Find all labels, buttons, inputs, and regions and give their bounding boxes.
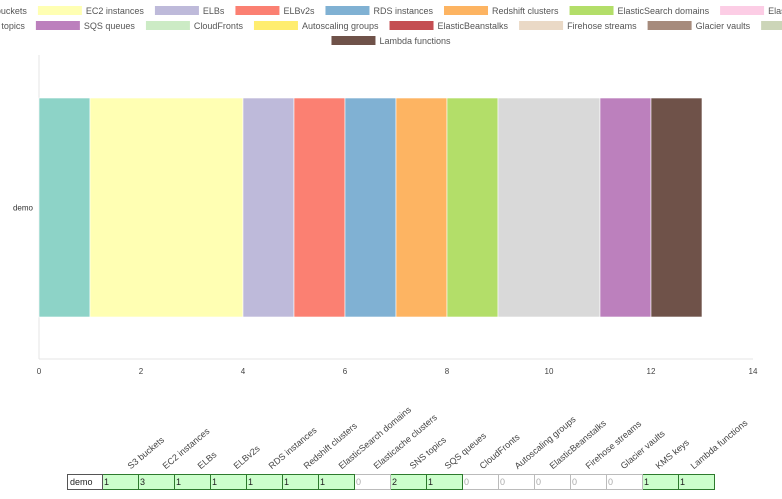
stacked-bar-chart: S3 buckets EC2 instances ELBs ELBv2s RDS ins… [0,6,782,376]
legend-label: Glacier vaults [696,21,751,31]
table-cell-kms-keys: 1 [642,474,679,490]
legend-item-cloudfronts[interactable]: CloudFronts [145,21,244,31]
legend-item-ec2-instances[interactable]: EC2 instances [37,6,145,16]
legend-swatch [154,6,199,15]
legend-item-autoscaling-groups[interactable]: Autoscaling groups [253,21,379,31]
legend-item-firehose-streams[interactable]: Firehose streams [519,21,637,31]
legend-label: Lambda functions [379,36,451,46]
legend-item-elasticsearch-domains[interactable]: ElasticSearch domains [569,6,710,16]
x-tick-label: 14 [749,367,758,376]
bar-segment-elasticsearch-domains[interactable] [446,97,499,318]
legend-swatch [145,21,190,30]
legend-item-glacier-vaults[interactable]: Glacier vaults [647,21,751,31]
legend-label: Elasticache clusters [768,6,782,16]
bar-segment-elbv2s[interactable] [293,97,346,318]
table-cell-elbs: 1 [174,474,211,490]
y-category-label: demo [13,204,34,213]
legend-item-rds-instances[interactable]: RDS instances [325,6,434,16]
table-cell-elasticsearch-domains: 1 [318,474,355,490]
table-cell-ec2-instances: 3 [138,474,175,490]
legend-item-elbs[interactable]: ELBs [154,6,225,16]
legend-item-elasticache-clusters[interactable]: Elasticache clusters [720,6,782,16]
plot-area: 0 2 4 6 8 10 12 14 demo [13,55,758,376]
table-cell-elasticbeanstalks: 0 [534,474,571,490]
legend-swatch [761,21,782,30]
legend-swatch [647,21,692,30]
table-cell-redshift-clusters: 1 [282,474,319,490]
legend-item-redshift-clusters[interactable]: Redshift clusters [444,6,559,16]
legend-label: ELBs [203,6,225,16]
bar-segment-s3-buckets[interactable] [38,97,91,318]
table-column-header-elbv2s: ELBv2s [231,443,262,471]
legend-label: ElasticSearch domains [618,6,710,16]
legend-swatch [235,6,280,15]
legend-item-s3-buckets[interactable]: S3 buckets [0,6,27,16]
legend-swatch [325,6,370,15]
table-cell-sqs-queues: 1 [426,474,463,490]
bar-segment-elbs[interactable] [242,97,295,318]
table-cell-glacier-vaults: 0 [606,474,643,490]
legend-label: Redshift clusters [492,6,559,16]
table-column-header-autoscaling-groups: Autoscaling groups [512,414,578,471]
x-tick-label: 0 [37,367,42,376]
table-column-header-lambda-functions: Lambda functions [688,417,750,471]
legend-label: ELBv2s [283,6,315,16]
legend-item-lambda-functions[interactable]: Lambda functions [331,36,451,46]
legend-label: Autoscaling groups [302,21,379,31]
x-tick-label: 10 [545,367,554,376]
legend-swatch [331,36,376,45]
legend-label: SQS queues [84,21,136,31]
legend-swatch [720,6,765,15]
table-column-header-elbs: ELBs [195,449,219,471]
legend-label: EC2 instances [86,6,145,16]
table-cell-s3-buckets: 1 [102,474,139,490]
bar-segment-lambda-functions[interactable] [650,97,703,318]
legend-label: ElasticBeanstalks [438,21,509,31]
legend-swatch [389,21,434,30]
x-tick-label: 6 [343,367,348,376]
legend-swatch [37,6,82,15]
table-column-header-s3-buckets: S3 buckets [125,434,167,471]
table-cell-cloudfronts: 0 [462,474,499,490]
table-cell-firehose-streams: 0 [570,474,607,490]
x-tick-label: 8 [445,367,450,376]
bar-segment-ec2-instances[interactable] [89,97,244,318]
table-cell-lambda-functions: 1 [678,474,715,490]
legend-swatch [444,6,489,15]
legend-swatch [253,21,298,30]
legend-label: SNS topics [0,21,25,31]
table-row-label: demo [67,474,103,490]
table-cell-sns-topics: 2 [390,474,427,490]
legend-item-kms-keys[interactable]: KMS keys [761,21,782,31]
legend-swatch [35,21,80,30]
x-tick-label: 12 [647,367,656,376]
table-cell-elbv2s: 1 [210,474,247,490]
bar-segment-rds-instances[interactable] [344,97,397,318]
legend-item-elasticbeanstalks[interactable]: ElasticBeanstalks [389,21,509,31]
x-tick-label: 2 [139,367,144,376]
table-cell-rds-instances: 1 [246,474,283,490]
legend-label: RDS instances [373,6,433,16]
legend: S3 buckets EC2 instances ELBs ELBv2s RDS ins… [0,6,782,46]
table-column-header-elasticache-clusters: Elasticache clusters [371,412,440,471]
x-tick-label: 4 [241,367,246,376]
bar-segment-redshift-clusters[interactable] [395,97,448,318]
table-cell-elasticache-clusters: 0 [354,474,391,490]
legend-label: S3 buckets [0,6,27,16]
legend-label: CloudFronts [194,21,244,31]
legend-swatch [569,6,614,15]
legend-swatch [519,21,564,30]
legend-item-elbv2s[interactable]: ELBv2s [235,6,315,16]
legend-item-sqs-queues[interactable]: SQS queues [35,21,136,31]
legend-item-sns-topics[interactable]: SNS topics [0,21,25,31]
legend-label: Firehose streams [567,21,637,31]
table-column-header-kms-keys: KMS keys [653,437,692,471]
bar-segment-sqs-queues[interactable] [599,97,652,318]
table-cell-autoscaling-groups: 0 [498,474,535,490]
bar-segment-sns-topics[interactable] [497,97,601,318]
